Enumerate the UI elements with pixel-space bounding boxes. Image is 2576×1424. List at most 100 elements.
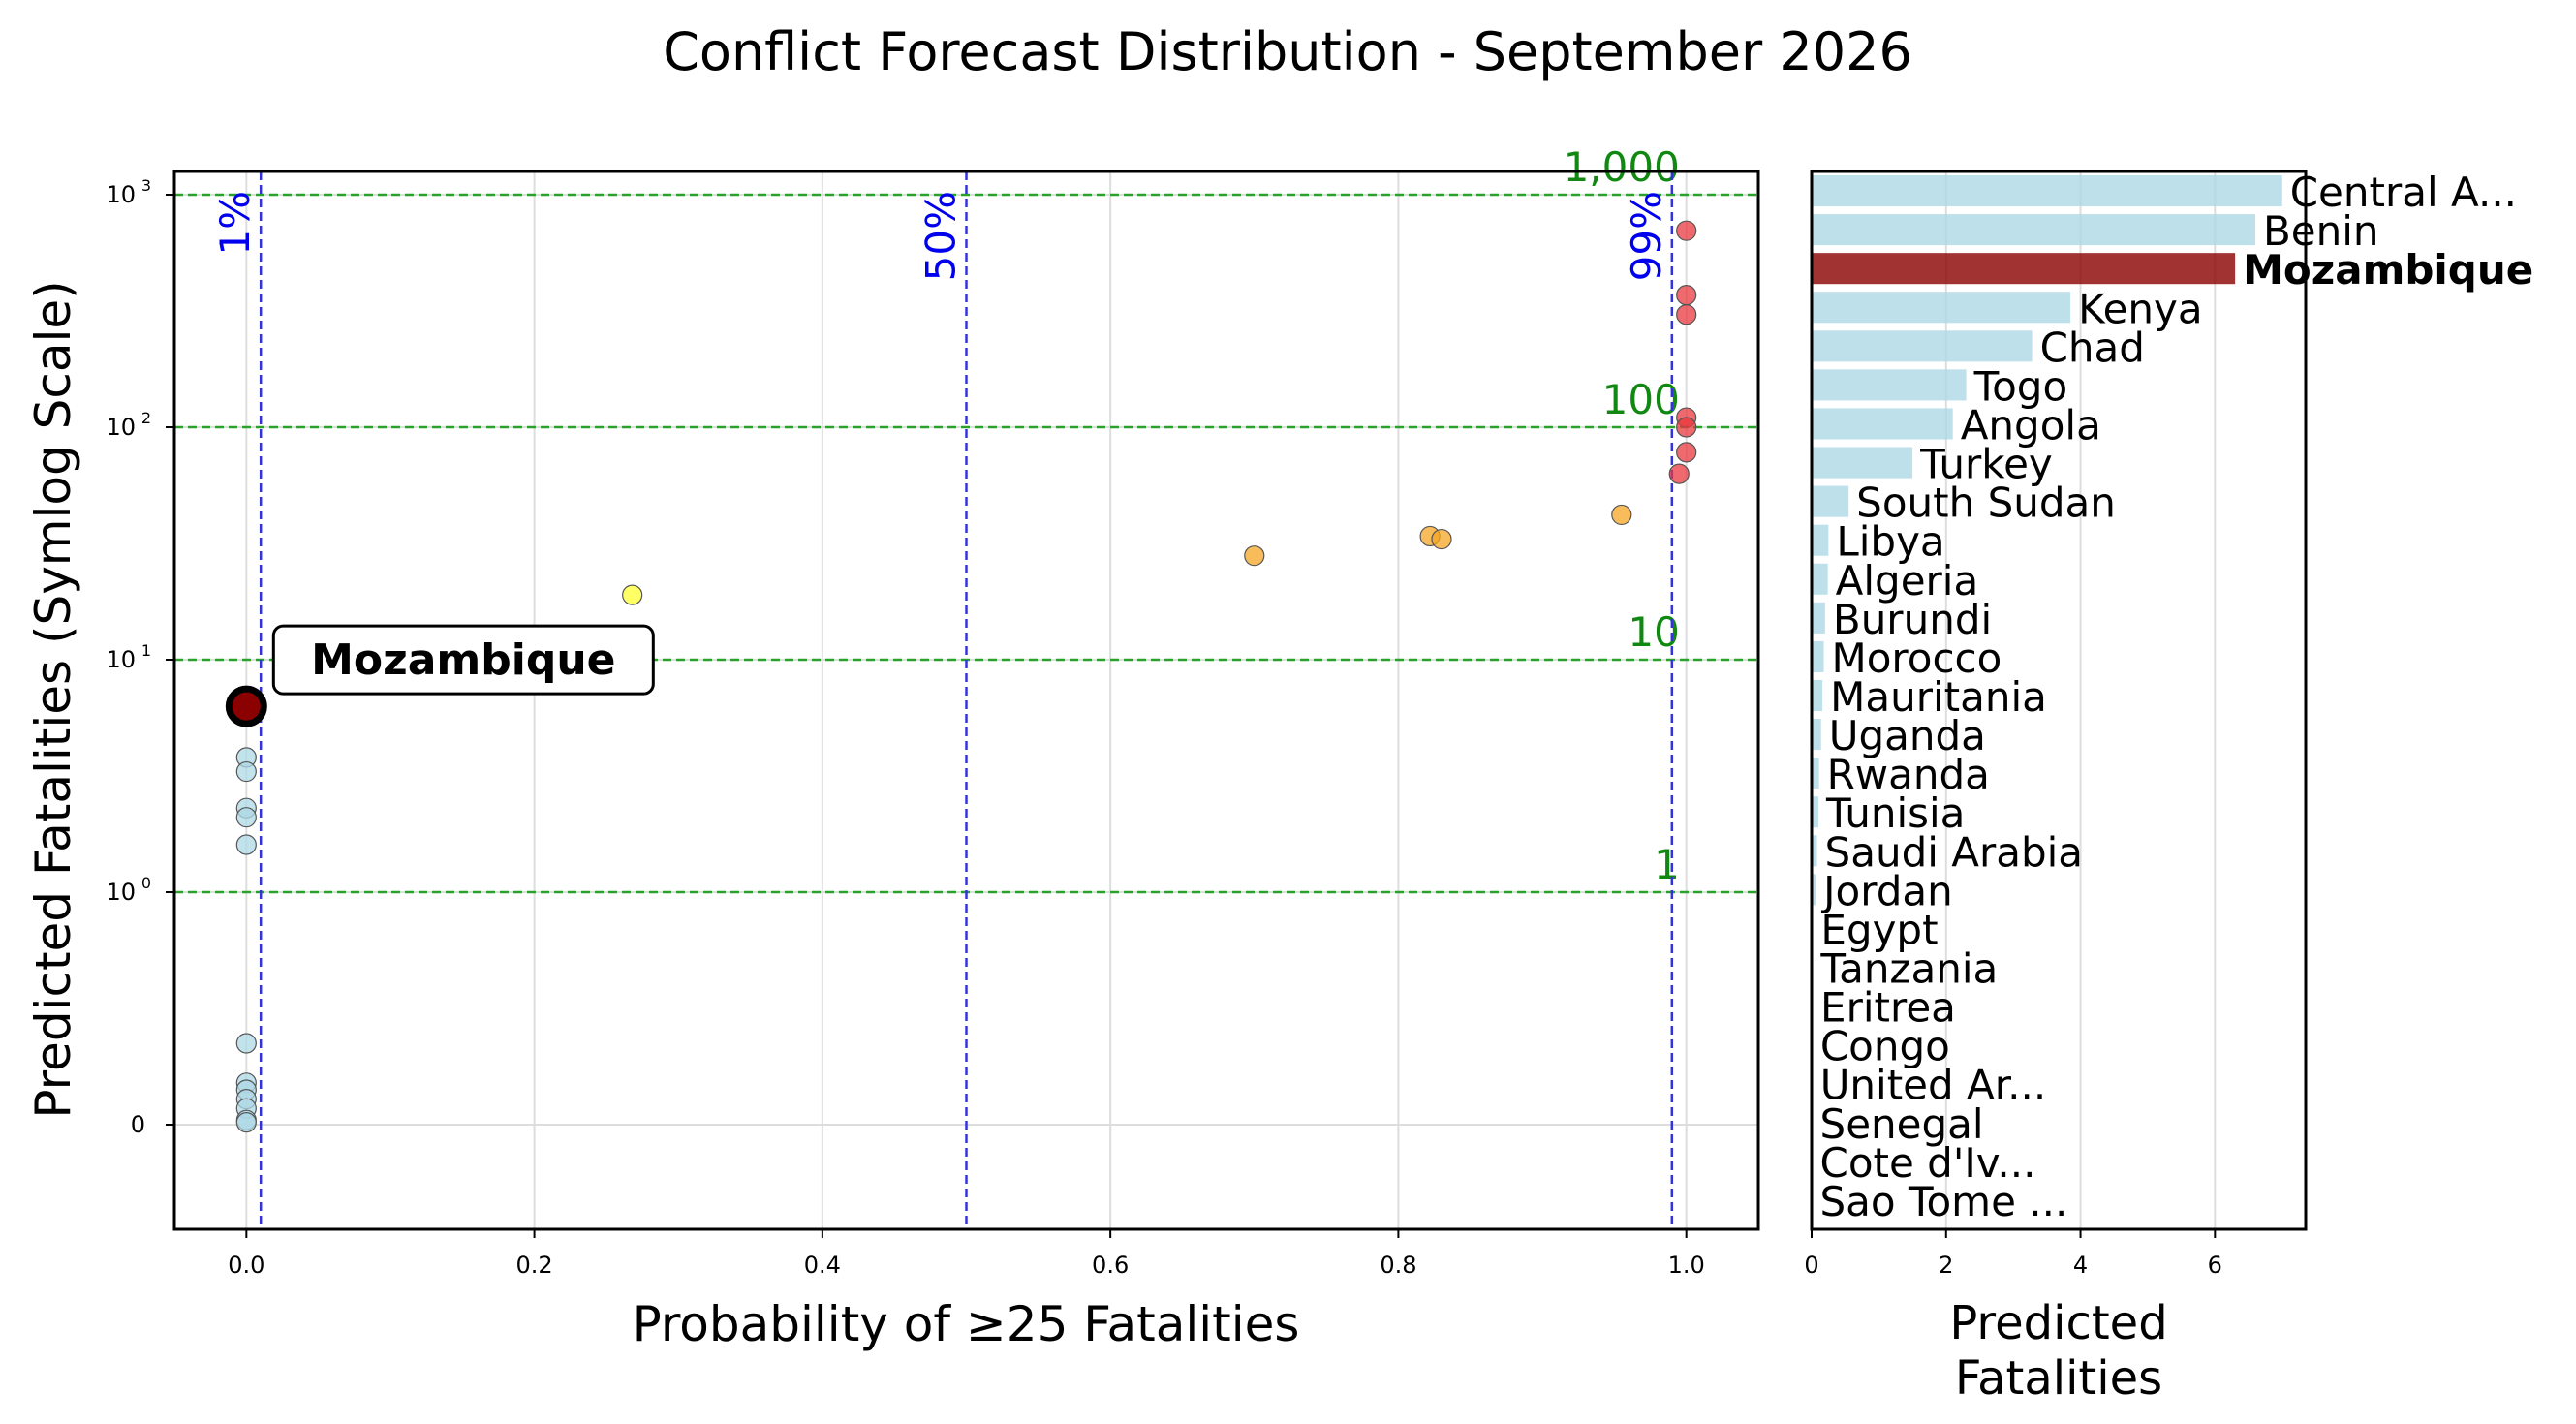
scatter-point-17 <box>235 1033 257 1054</box>
bar-label-13: Mauritania <box>1830 673 2047 721</box>
highlight-annotation-box <box>271 624 655 696</box>
scatter-y-tick-label-3: 10 <box>106 414 136 441</box>
scatter-x-tick-label-3: 0.6 <box>1092 1252 1129 1279</box>
scatter-x-tick-label-2: 0.4 <box>804 1252 841 1279</box>
scatter-points <box>235 220 1697 1133</box>
bar-17 <box>1812 835 1817 867</box>
scatter-point-2 <box>1676 304 1697 325</box>
bar-label-16: Tunisia <box>1825 789 1965 837</box>
bar-label-20: Tanzania <box>1819 945 1998 993</box>
bar-label-3: Kenya <box>2078 285 2203 332</box>
bar-label-8: South Sudan <box>1856 480 2116 527</box>
scatter-point-6 <box>1668 463 1690 484</box>
bar-9 <box>1812 524 1829 556</box>
scatter-x-tick-label-0: 0.0 <box>228 1252 264 1279</box>
highlight-point <box>225 685 267 727</box>
chart-title: Conflict Forecast Distribution - Septemb… <box>663 21 1912 82</box>
bar-label-25: Cote d'Iv... <box>1820 1139 2036 1187</box>
scatter-x-ticks: 0.0 0.2 0.4 0.6 0.8 1.0 <box>228 1229 1705 1279</box>
scatter-y-tick-label-2: 10 <box>106 646 136 673</box>
bar-bars <box>1812 175 2282 1216</box>
bar-label-23: United Ar... <box>1820 1062 2047 1109</box>
bar-14 <box>1812 719 1821 751</box>
bar-2 <box>1812 253 2236 285</box>
scatter-point-5 <box>1676 442 1697 463</box>
scatter-point-16 <box>235 834 257 855</box>
bar-label-21: Eritrea <box>1820 984 1956 1032</box>
scatter-point-7 <box>1611 504 1632 526</box>
bar-label-11: Burundi <box>1833 596 1992 643</box>
bar-x-axis-label: Predicted Fatalities <box>1949 1296 2167 1406</box>
bar-10 <box>1812 563 1828 595</box>
bar-x-tick-label-1: 2 <box>1939 1252 1953 1279</box>
scatter-highlight: Mozambique <box>225 624 655 727</box>
bar-7 <box>1812 447 1913 479</box>
fatality-threshold-label-2: 100 <box>1602 376 1680 423</box>
scatter-point-10 <box>1244 545 1265 567</box>
scatter-y-tick-exponent-1: 0 <box>141 874 151 892</box>
bar-16 <box>1812 796 1818 828</box>
scatter-point-0 <box>1676 220 1697 241</box>
bar-label-9: Libya <box>1836 518 1944 566</box>
bar-x-tick-label-0: 0 <box>1804 1252 1818 1279</box>
probability-threshold-label-2: 99% <box>1623 191 1670 281</box>
bar-label-5: Togo <box>1973 362 2068 410</box>
bar-18 <box>1812 874 1816 906</box>
bar-label-1: Benin <box>2263 207 2379 255</box>
bar-label-24: Senegal <box>1820 1100 1984 1148</box>
bar-axes-frame <box>1810 170 2308 1231</box>
bar-label-19: Egypt <box>1820 906 1938 953</box>
scatter-y-ticks: 0100101102103104 <box>106 176 174 1138</box>
bar-3 <box>1812 292 2071 324</box>
bar-label-4: Chad <box>2040 324 2145 371</box>
bar-13 <box>1812 679 1823 712</box>
fatality-threshold-label-3: 1,000 <box>1564 143 1680 191</box>
bar-5 <box>1812 369 1967 401</box>
scatter-x-tick-label-1: 0.2 <box>516 1252 553 1279</box>
scatter-point-23 <box>235 1111 257 1133</box>
probability-threshold-label-0: 1% <box>211 191 259 256</box>
bar-label-22: Congo <box>1820 1023 1950 1070</box>
fatality-threshold-label-0: 1 <box>1654 841 1680 888</box>
bar-label-10: Algeria <box>1836 557 1979 604</box>
scatter-point-1 <box>1676 285 1697 306</box>
bar-8 <box>1812 485 1849 517</box>
scatter-y-tick-exponent-2: 1 <box>141 641 151 660</box>
scatter-y-axis-label: Predicted Fatalities (Symlog Scale) <box>25 280 81 1118</box>
bar-label-12: Morocco <box>1831 635 2002 682</box>
scatter-y-tick-exponent-4: 3 <box>141 176 151 195</box>
bar-x-tick-label-3: 6 <box>2208 1252 2222 1279</box>
bar-label-14: Uganda <box>1829 712 1986 759</box>
bar-x-axis-label-line-1: Fatalities <box>1955 1351 2162 1406</box>
bar-label-6: Angola <box>1961 401 2101 449</box>
scatter-y-tick-label-4: 10 <box>106 181 136 208</box>
scatter-y-tick-label-0: 0 <box>131 1111 145 1138</box>
bar-11 <box>1812 602 1825 634</box>
probability-threshold-label-1: 50% <box>917 191 965 281</box>
scatter-x-tick-label-4: 0.8 <box>1380 1252 1416 1279</box>
scatter-x-axis-label: Probability of ≥25 Fatalities <box>633 1296 1300 1352</box>
scatter-point-11 <box>622 584 643 605</box>
scatter-point-4 <box>1676 417 1697 438</box>
bar-4 <box>1812 330 2033 362</box>
bar-x-axis-label-line-0: Predicted <box>1949 1296 2167 1350</box>
bar-label-0: Central A... <box>2290 169 2517 216</box>
bar-label-15: Rwanda <box>1827 751 1990 798</box>
bar-label-7: Turkey <box>1919 441 2053 488</box>
bar-x-ticks: 0 2 4 6 <box>1804 1229 2222 1279</box>
bar-6 <box>1812 408 1953 440</box>
bar-label-2: Mozambique <box>2243 246 2533 294</box>
bar-label-26: Sao Tome ... <box>1820 1178 2068 1225</box>
bar-0 <box>1812 175 2282 207</box>
bar-x-tick-label-2: 4 <box>2073 1252 2088 1279</box>
scatter-y-tick-exponent-3: 2 <box>141 409 151 427</box>
highlight-annotation-label: Mozambique <box>311 635 615 685</box>
scatter-x-tick-label-5: 1.0 <box>1668 1252 1705 1279</box>
scatter-y-tick-label-1: 10 <box>106 879 136 906</box>
scatter-axes-frame <box>172 170 1760 1231</box>
